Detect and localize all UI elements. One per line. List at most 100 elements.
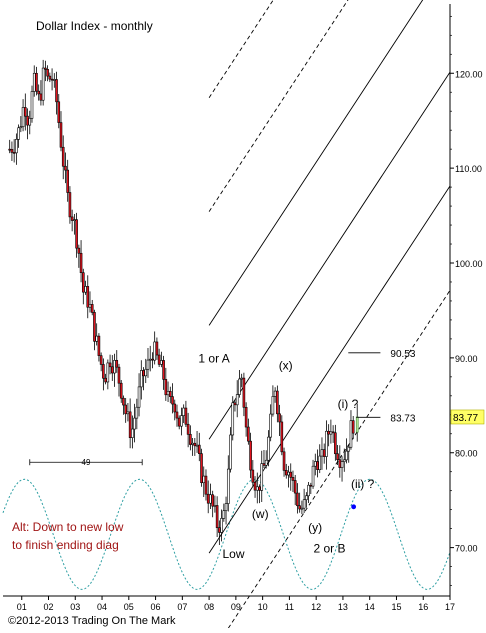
candle-up xyxy=(325,430,328,457)
channel-dashed-line xyxy=(208,0,349,212)
candle-up xyxy=(88,304,92,308)
candle-down xyxy=(249,440,252,471)
candle-down xyxy=(211,494,214,507)
wave-label: 1 or A xyxy=(198,352,229,366)
candle-up xyxy=(166,390,170,396)
x-tick-label: 15 xyxy=(391,602,401,612)
candle-down xyxy=(218,527,221,533)
wave-label: (y) xyxy=(308,520,322,534)
candle-down xyxy=(184,407,188,425)
candle-down xyxy=(122,397,125,406)
candle-up xyxy=(131,428,134,438)
candle-down xyxy=(115,360,119,368)
candle-up xyxy=(287,471,290,476)
candle-down xyxy=(276,390,279,415)
candle-up xyxy=(41,67,45,101)
candle-down xyxy=(157,354,161,365)
candle-down xyxy=(233,402,237,406)
candle-down xyxy=(293,480,297,494)
x-tick-label: 16 xyxy=(418,602,428,612)
candle-up xyxy=(213,505,217,507)
candle-up xyxy=(235,394,239,406)
candle-down xyxy=(77,247,81,254)
candle-down xyxy=(155,341,159,356)
channel-lines-group xyxy=(208,0,451,633)
candle-up xyxy=(260,463,264,491)
channel-solid-line xyxy=(208,0,424,326)
x-tick-label: 01 xyxy=(17,602,27,612)
candle-up xyxy=(32,72,36,92)
candle-up xyxy=(226,468,230,504)
alt-note-line-2: to finish ending diag xyxy=(12,538,119,552)
candle-up xyxy=(191,442,194,445)
chart-title: Dollar Index - monthly xyxy=(36,19,153,33)
wave-label: (w) xyxy=(252,507,269,521)
candle-down xyxy=(59,122,63,148)
candle-up xyxy=(84,286,87,293)
candle-down xyxy=(162,360,165,380)
candle-up xyxy=(106,362,110,383)
x-tick-label: 17 xyxy=(445,602,455,612)
candle-down xyxy=(215,505,219,528)
candle-down xyxy=(189,434,192,445)
candle-down xyxy=(99,355,103,365)
candle-down xyxy=(244,406,248,428)
candle-down xyxy=(280,421,284,453)
x-tick-label: 13 xyxy=(338,602,348,612)
candle-up xyxy=(182,407,185,416)
wave-label: (i) ? xyxy=(338,397,359,411)
candle-up xyxy=(28,117,32,126)
candle-down xyxy=(46,69,49,77)
level-mark-label: 83.73 xyxy=(390,413,415,424)
cycle-curve-group xyxy=(2,478,451,590)
candle-down xyxy=(289,471,293,478)
candle-up xyxy=(17,127,20,140)
candle-down xyxy=(102,364,105,379)
candle-up xyxy=(220,518,223,533)
candle-down xyxy=(64,165,67,171)
candle-down xyxy=(44,67,47,70)
y-tick-label: 120.00 xyxy=(455,69,483,79)
candle-down xyxy=(97,335,101,356)
candle-down xyxy=(26,115,29,126)
candle-down xyxy=(128,411,132,438)
candle-up xyxy=(320,449,324,457)
candle-up xyxy=(224,503,228,512)
x-tick-label: 02 xyxy=(43,602,53,612)
candle-down xyxy=(242,377,246,408)
candle-down xyxy=(168,390,172,397)
wave-label: Low xyxy=(222,547,244,561)
candle-up xyxy=(311,465,315,487)
candle-down xyxy=(119,382,123,399)
candle-down xyxy=(117,366,121,384)
candle-down xyxy=(37,90,40,95)
candle-down xyxy=(193,442,197,447)
candle-down xyxy=(316,461,319,470)
candle-down xyxy=(309,484,313,487)
candle-up xyxy=(329,431,333,435)
candle-up xyxy=(133,417,136,430)
candle-up xyxy=(305,495,308,501)
candle-up xyxy=(273,390,277,397)
candle-down xyxy=(197,444,201,454)
candle-down xyxy=(284,470,288,476)
candle-up xyxy=(340,461,344,468)
candle-up xyxy=(19,126,23,129)
y-tick-label: 110.00 xyxy=(455,164,482,174)
candle-down xyxy=(24,107,27,117)
candle-down xyxy=(164,379,168,396)
candle-down xyxy=(296,492,299,507)
candle-down xyxy=(86,286,90,308)
current-price-tag xyxy=(450,409,485,425)
candle-down xyxy=(110,366,114,374)
candle-down xyxy=(338,459,342,468)
candle-up xyxy=(113,360,116,374)
candle-up xyxy=(231,402,235,436)
candle-down xyxy=(253,481,257,491)
x-tick-label: 08 xyxy=(204,602,214,612)
candle-down xyxy=(90,304,94,313)
y-tick-label: 80.00 xyxy=(455,449,478,459)
candle-down xyxy=(61,146,65,167)
candle-up xyxy=(139,370,143,388)
